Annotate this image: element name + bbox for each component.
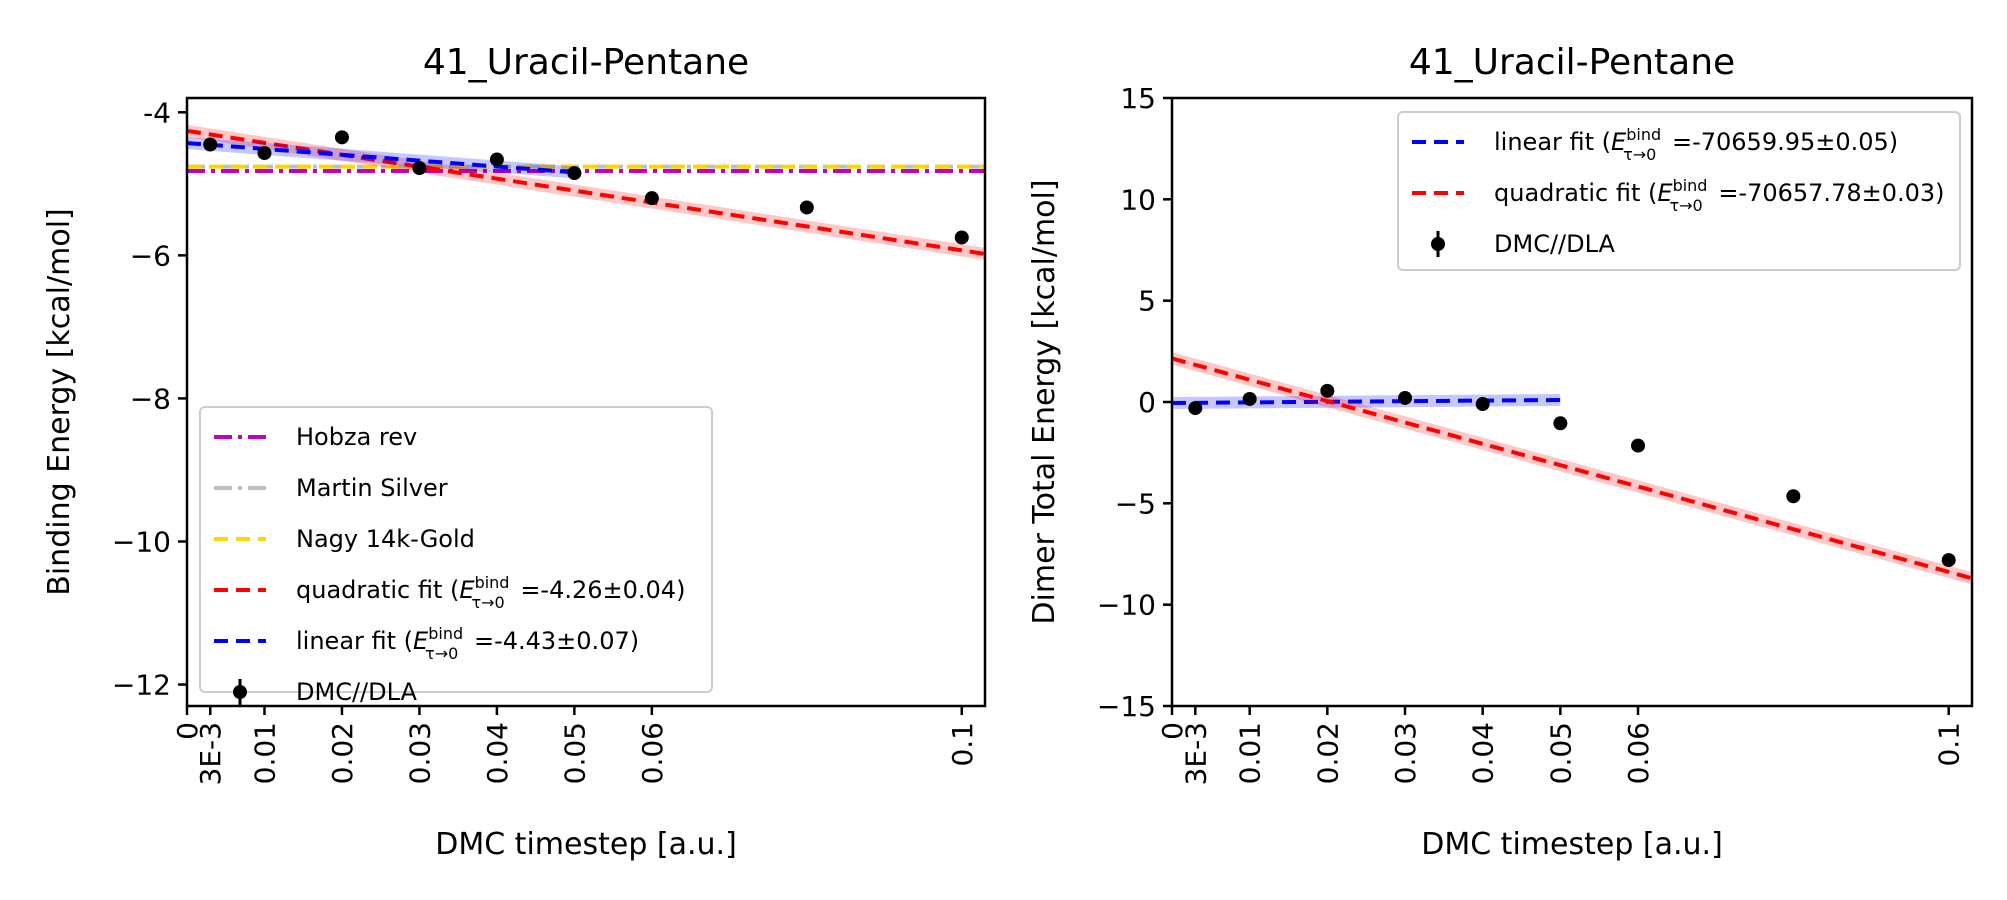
data-point [1941,553,1956,568]
y-axis-label: Dimer Total Energy [kcal/mol] [1027,179,1062,624]
legend-label: Martin Silver [296,474,448,502]
chart-panel-1: -4 −6 −8 −10 −12 03E-3 0.01 0.02 0.03 0.04 0.05 0.0… [42,42,987,862]
data-point [1475,397,1490,412]
data-point [799,200,814,215]
x-tick-label: 0.05 [1544,722,1577,784]
legend-label-subscript: τ→0 [471,593,504,612]
legend-handle-marker [1431,237,1445,251]
y-tick-label: -4 [143,96,171,129]
legend-label: quadratic fit (Ebind τ→0 =-4.26±0.04) [296,573,685,612]
data-point [567,166,582,181]
legend-handle-marker [233,685,247,699]
legend-label-symbol: E [1657,179,1673,207]
fit-uncertainty-band-2 [187,137,575,179]
x-tick-label: 0.01 [1234,722,1267,784]
legend-label-superscript: bind [1626,125,1661,144]
legend-label-symbol: E [413,627,429,655]
legend-box [1397,111,1961,271]
y-tick-label: 10 [1120,183,1156,216]
x-tick-label: 0.06 [636,722,669,784]
data-point [489,152,504,167]
data-point [412,161,427,176]
x-tick-label: 0 [171,722,204,740]
legend-label-subscript: τ→0 [425,644,458,663]
x-tick-label: 0.06 [1622,722,1655,784]
x-tick-label: 0.05 [558,722,591,784]
y-tick-label: −12 [112,669,171,702]
x-tick-label: 3E-3 [1179,722,1212,785]
x-tick-label: 0.03 [1389,722,1422,784]
chart-title: 41_Uracil-Pentane [1409,42,1735,83]
legend-label-prefix: quadratic fit ( [1494,179,1657,207]
x-tick-label: 0.03 [403,722,436,784]
x-tick-label: 0.04 [1467,722,1500,784]
chart-title: 41_Uracil-Pentane [423,42,749,83]
plot-area [187,124,985,260]
x-tick-label: 0.1 [1933,722,1966,767]
y-tick-label: −10 [1097,589,1156,622]
x-tick-label: 3E-3 [194,722,227,785]
x-tick-label: 0.04 [481,722,514,784]
x-tick-label: 0.02 [326,722,359,784]
legend-label-prefix: quadratic fit ( [296,576,459,604]
legend-label-prefix: linear fit ( [296,627,413,655]
legend-label: quadratic fit (Ebind τ→0 =-70657.78±0.03) [1494,176,1945,215]
y-tick-label: −6 [130,239,171,272]
x-tick-label: 0.02 [1311,722,1344,784]
y-axis-label: Binding Energy [kcal/mol] [42,208,77,595]
data-point [1398,390,1413,405]
legend-label-prefix: linear fit ( [1494,128,1611,156]
legend-label-symbol: E [459,576,475,604]
legend-label-value: =-70659.95±0.05) [1664,128,1898,156]
x-axis-label: DMC timestep [a.u.] [435,827,737,862]
plot-area [1172,352,1972,585]
legend-label-symbol: E [1611,128,1627,156]
data-point [1553,416,1568,431]
axes-frame [185,96,987,708]
legend-label-value: =-70657.78±0.03) [1711,179,1945,207]
legend-label: linear fit (Ebind τ→0 =-4.43±0.07) [296,624,639,663]
legend-label: DMC//DLA [1494,230,1616,258]
legend-label-subscript: τ→0 [1623,145,1656,164]
data-point [644,191,659,206]
legend: Hobza rev Martin Silver Nagy 14k-Gold quadr… [199,406,713,706]
data-point [203,137,218,152]
data-point [1786,489,1801,504]
data-point [1631,438,1646,453]
data-point [1188,401,1203,416]
data-point [1320,383,1335,398]
y-tick-label: −5 [1115,487,1156,520]
x-axis-label: DMC timestep [a.u.] [1421,827,1723,862]
data-point [954,230,969,245]
fit-line-2 [1172,356,1972,581]
y-tick-label: −15 [1097,690,1156,723]
y-tick-label: 0 [1138,386,1156,419]
data-point [1242,391,1257,406]
legend-label-subscript: τ→0 [1669,196,1702,215]
legend-label-superscript: bind [1673,176,1708,195]
data-point [257,146,272,161]
x-tick-label: 0 [1156,722,1189,740]
legend-box [199,406,713,693]
legend: linear fit (Ebind τ→0 =-70659.95±0.05)qua… [1397,111,1961,271]
y-tick-label: −10 [112,525,171,558]
data-point [334,130,349,145]
legend-label-superscript: bind [475,573,510,592]
x-tick-label: 0.01 [248,722,281,784]
y-tick-label: 5 [1138,285,1156,318]
legend-label-value: =-4.26±0.04) [513,576,686,604]
y-tick-label: −8 [130,382,171,415]
fit-uncertainty-band-1 [1172,393,1561,410]
legend-label: Hobza rev [296,423,417,451]
legend-label: Nagy 14k-Gold [296,525,475,553]
x-tick-label: 0.1 [946,722,979,767]
legend-label: DMC//DLA [296,678,418,706]
legend-label-superscript: bind [428,624,463,643]
y-tick-label: 15 [1120,82,1156,115]
legend-label: linear fit (Ebind τ→0 =-70659.95±0.05) [1494,125,1898,164]
legend-label-value: =-4.43±0.07) [466,627,639,655]
